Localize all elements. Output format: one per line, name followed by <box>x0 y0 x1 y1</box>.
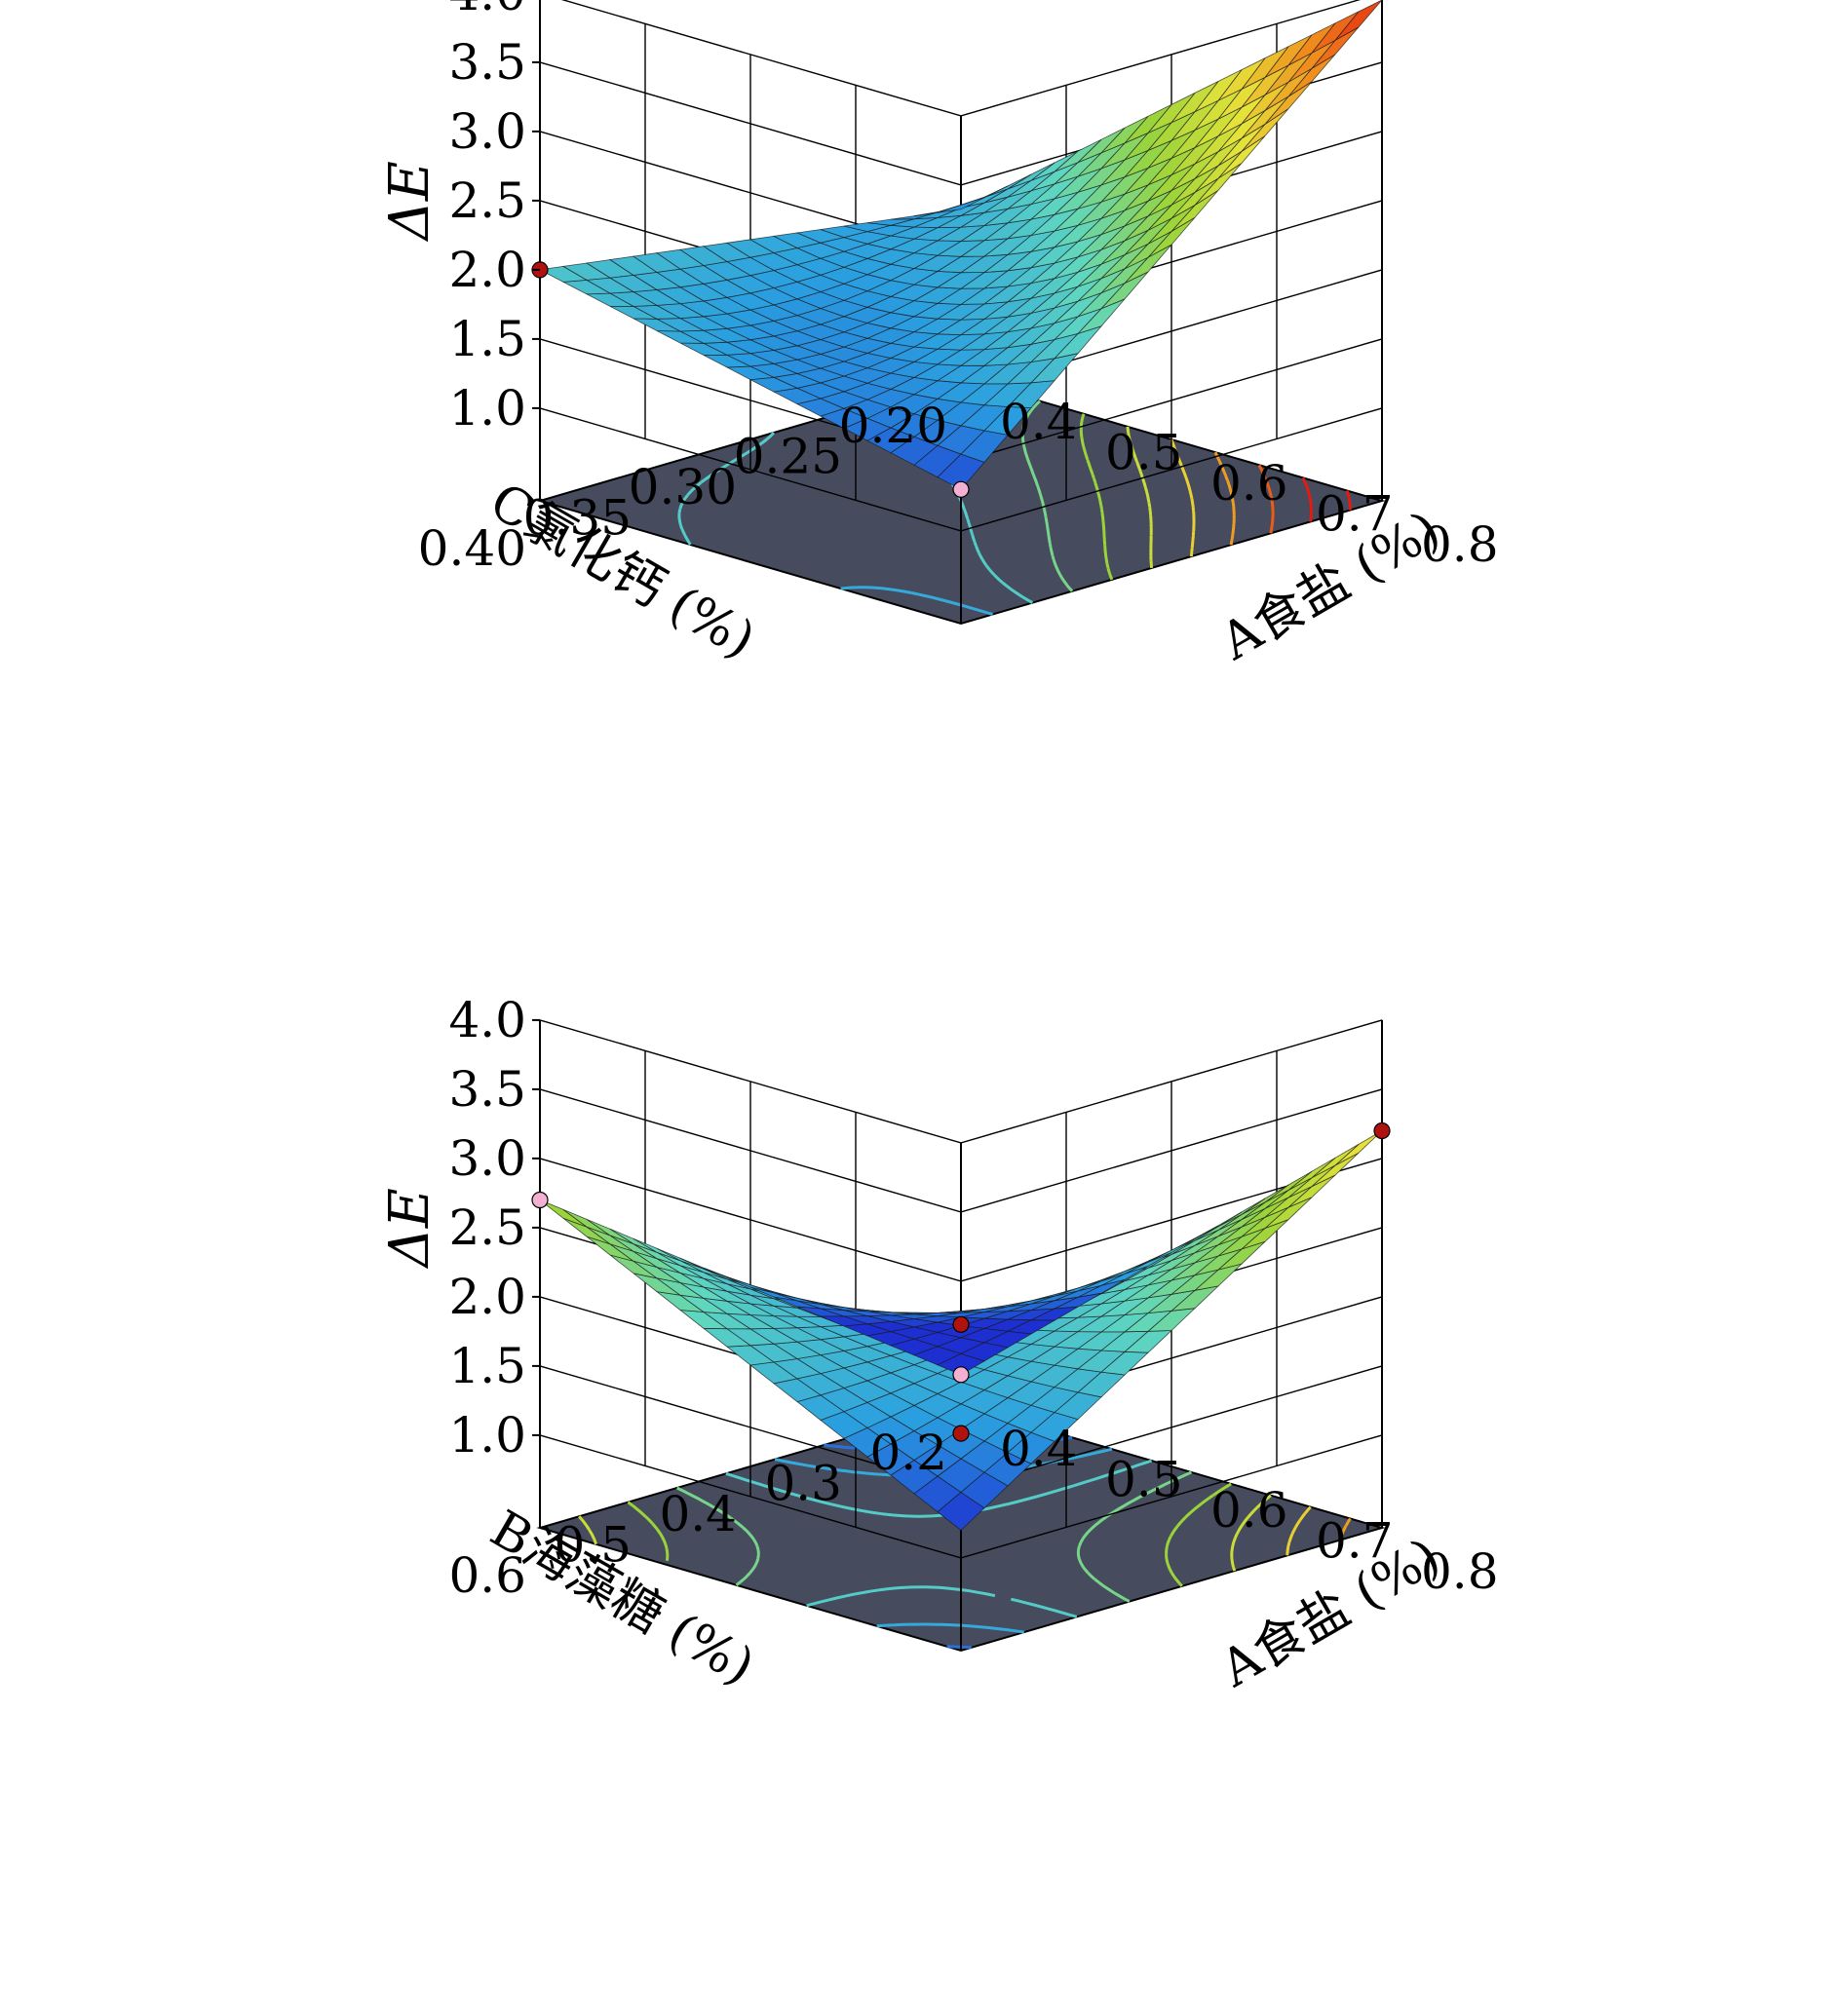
z-tick-label: 1.5 <box>448 1338 526 1394</box>
z-tick-label: 2.0 <box>448 1269 526 1325</box>
z-tick-label: 1.0 <box>448 1407 526 1464</box>
contour-line <box>1339 1517 1352 1538</box>
z-tick-label: 4.0 <box>448 992 526 1048</box>
z-tick-label: 2.5 <box>448 1199 526 1256</box>
y-tick-label: 0.20 <box>839 398 947 454</box>
y-tick-label: 0.6 <box>448 1547 526 1604</box>
z-gridline <box>539 1019 1383 1144</box>
z-tick-label: 3.5 <box>448 34 526 91</box>
response-surface <box>539 1130 1383 1532</box>
z-tick-label: 4.0 <box>448 0 526 21</box>
x-tick-label: 0.6 <box>1210 455 1288 512</box>
y-tick-label: 0.30 <box>629 459 737 515</box>
design-point <box>952 1425 970 1442</box>
chart-panel-1: 1.01.52.02.53.03.54.0ΔE0.40.50.60.70.8A食… <box>378 0 1499 672</box>
design-point <box>1373 1122 1391 1140</box>
contour-line <box>578 1494 1272 1572</box>
y-tick-label: 0.3 <box>764 1456 842 1512</box>
z-tick-label: 3.0 <box>448 1130 526 1187</box>
surface-cell <box>937 1352 985 1376</box>
y-tick-label: 0.35 <box>523 490 632 547</box>
z-tick-label: 3.5 <box>448 1061 526 1118</box>
design-point <box>952 1315 970 1333</box>
design-point <box>952 1366 970 1384</box>
y-tick-label: 0.4 <box>659 1486 737 1542</box>
design-point <box>952 480 970 498</box>
z-axis-title: ΔE <box>378 1188 441 1269</box>
x-tick-label: 0.5 <box>1105 1452 1183 1508</box>
y-tick-label: 0.40 <box>418 520 526 577</box>
y-tick-label: 0.5 <box>554 1517 632 1574</box>
y-tick-label: 0.25 <box>734 429 842 485</box>
z-axis: 1.0 1.5 2.0 2.5 3.0 3.5 4.0 ΔE <box>378 0 540 437</box>
x-tick-label: 0.5 <box>1105 425 1183 481</box>
contour-line <box>1301 476 1313 522</box>
z-axis: 1.0 1.5 2.0 2.5 3.0 3.5 4.0 ΔE <box>378 992 540 1464</box>
x-tick-label: 0.4 <box>1000 394 1078 450</box>
x-tick-label: 0.4 <box>1000 1421 1078 1477</box>
contour-line <box>1213 451 1236 546</box>
contour-line <box>627 1482 1232 1587</box>
z-axis-title: ΔE <box>378 161 441 242</box>
x-tick-label: 0.6 <box>1210 1482 1288 1539</box>
response-surface <box>538 0 1383 490</box>
contour-lines <box>578 1413 1352 1650</box>
x-tick-label: 0.7 <box>1316 486 1394 543</box>
contour-line <box>1126 426 1154 569</box>
contour-line <box>1345 490 1352 511</box>
z-tick-label: 2.0 <box>448 242 526 298</box>
z-tick-label: 1.5 <box>448 311 526 367</box>
contour-line <box>1079 413 1114 581</box>
y-tick-label: 0.2 <box>869 1425 947 1481</box>
z-tick-label: 2.5 <box>448 172 526 229</box>
contour-line <box>676 1470 1193 1603</box>
x-tick-label: 0.8 <box>1421 1543 1499 1600</box>
design-point <box>531 1191 549 1209</box>
contour-line <box>1286 1505 1312 1556</box>
x-tick-label: 0.7 <box>1316 1513 1394 1570</box>
chart-panel-2: 1.01.52.02.53.03.54.0ΔE0.40.50.60.70.8A食… <box>378 992 1499 1699</box>
contour-line <box>1257 464 1275 534</box>
z-tick-label: 1.0 <box>448 380 526 437</box>
z-tick-label: 3.0 <box>448 103 526 160</box>
surface-cell <box>937 197 985 213</box>
x-tick-label: 0.8 <box>1421 516 1499 573</box>
